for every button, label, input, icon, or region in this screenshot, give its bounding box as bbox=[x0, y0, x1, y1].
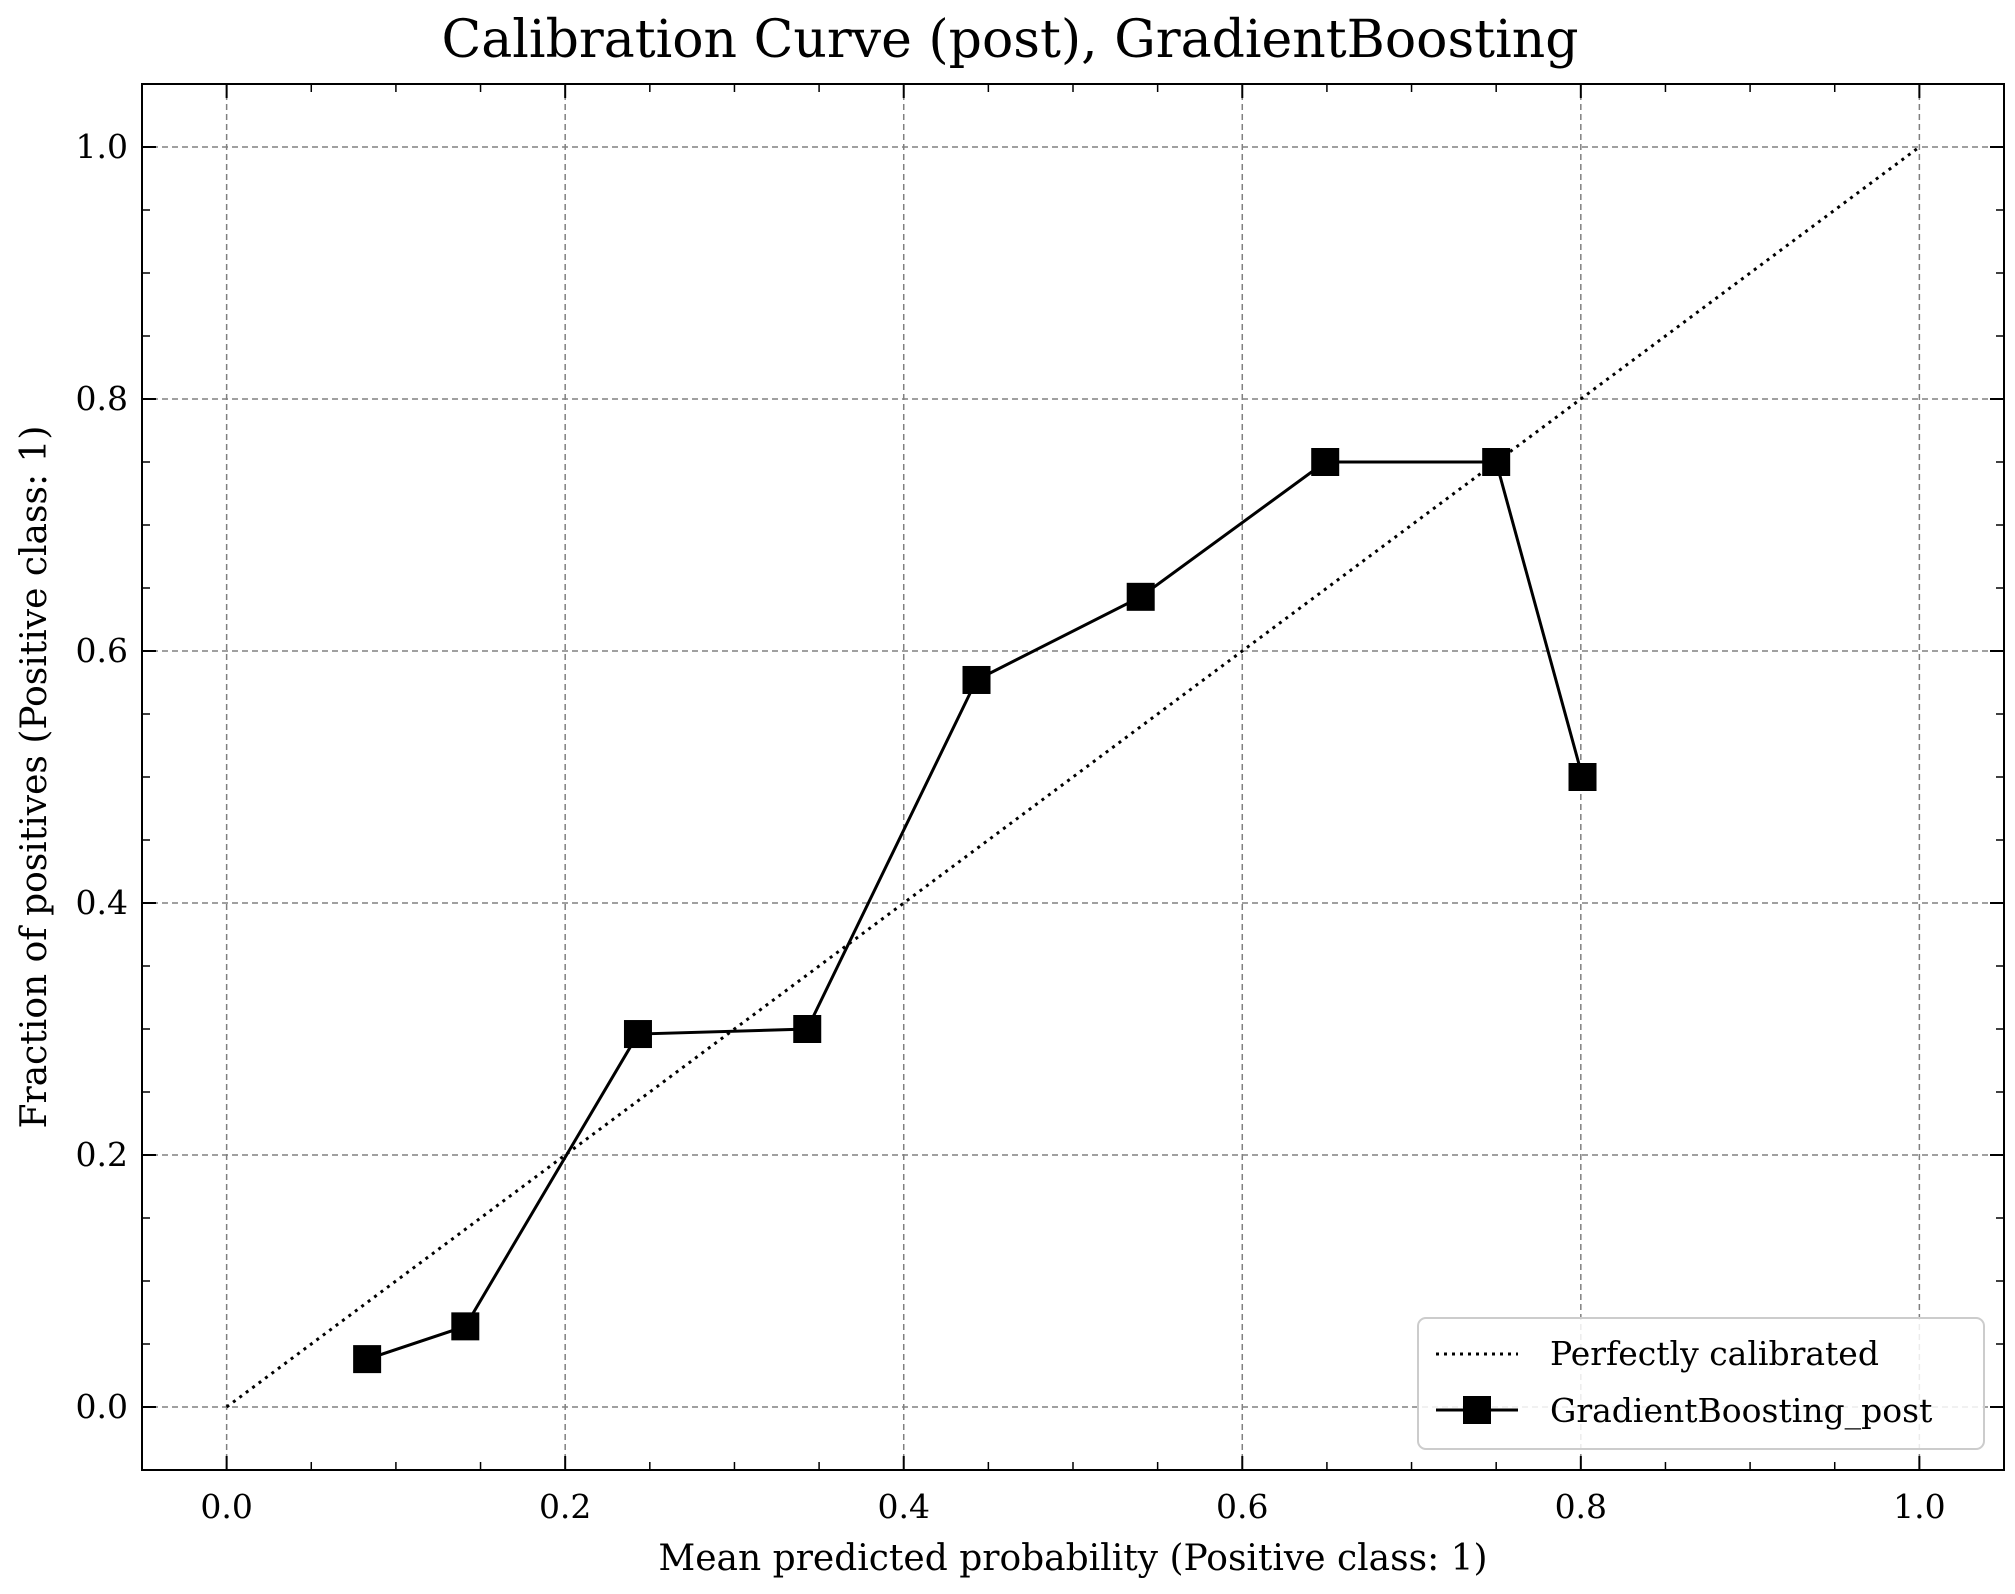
y-tick-label: 0.8 bbox=[76, 379, 128, 418]
data-point-marker bbox=[962, 665, 991, 694]
x-tick-label: 0.6 bbox=[1216, 1487, 1268, 1526]
series-line-perfectly-calibrated bbox=[225, 145, 1921, 1409]
data-point-marker bbox=[1311, 448, 1340, 476]
data-point-marker bbox=[793, 1015, 822, 1043]
data-point-marker bbox=[623, 1020, 652, 1049]
x-tick-label: 0.0 bbox=[200, 1487, 252, 1526]
y-tick-labels: 0.0 0.2 0.4 0.6 0.8 1.0 bbox=[76, 127, 128, 1426]
data-point-marker bbox=[1482, 448, 1511, 476]
y-tick-label: 0.6 bbox=[76, 631, 128, 670]
x-axis-label: Mean predicted probability (Positive cla… bbox=[658, 1538, 1487, 1579]
x-tick-label: 0.8 bbox=[1555, 1487, 1607, 1526]
x-tick-label: 0.2 bbox=[539, 1487, 591, 1526]
y-tick-label: 0.2 bbox=[76, 1135, 128, 1174]
series-layer bbox=[225, 145, 1921, 1409]
legend: Perfectly calibrated GradientBoosting_po… bbox=[1417, 1317, 1985, 1450]
data-point-marker bbox=[451, 1312, 480, 1341]
legend-label-perfectly-calibrated: Perfectly calibrated bbox=[1550, 1334, 1879, 1373]
legend-label-gradientboosting-post: GradientBoosting_post bbox=[1550, 1391, 1932, 1431]
legend-box bbox=[1417, 1317, 1985, 1450]
chart-title: Calibration Curve (post), GradientBoosti… bbox=[442, 10, 1579, 70]
data-point-marker bbox=[353, 1345, 382, 1374]
y-tick-label: 0.0 bbox=[76, 1387, 128, 1426]
plot-frame bbox=[141, 83, 2005, 1471]
y-tick-label: 0.4 bbox=[76, 883, 128, 922]
x-tick-labels: 0.0 0.2 0.4 0.6 0.8 1.0 bbox=[200, 1487, 1945, 1526]
x-tick-label: 0.4 bbox=[877, 1487, 929, 1526]
legend-marker-gradientboosting-post bbox=[1463, 1396, 1491, 1424]
x-tick-label: 1.0 bbox=[1893, 1487, 1945, 1526]
data-point-marker bbox=[1126, 582, 1155, 611]
series-line-gradientboosting-post bbox=[366, 460, 1584, 1361]
y-axis-label: Fraction of positives (Positive class: 1… bbox=[14, 426, 55, 1129]
y-tick-label: 1.0 bbox=[76, 127, 128, 166]
data-point-marker bbox=[1568, 763, 1597, 791]
